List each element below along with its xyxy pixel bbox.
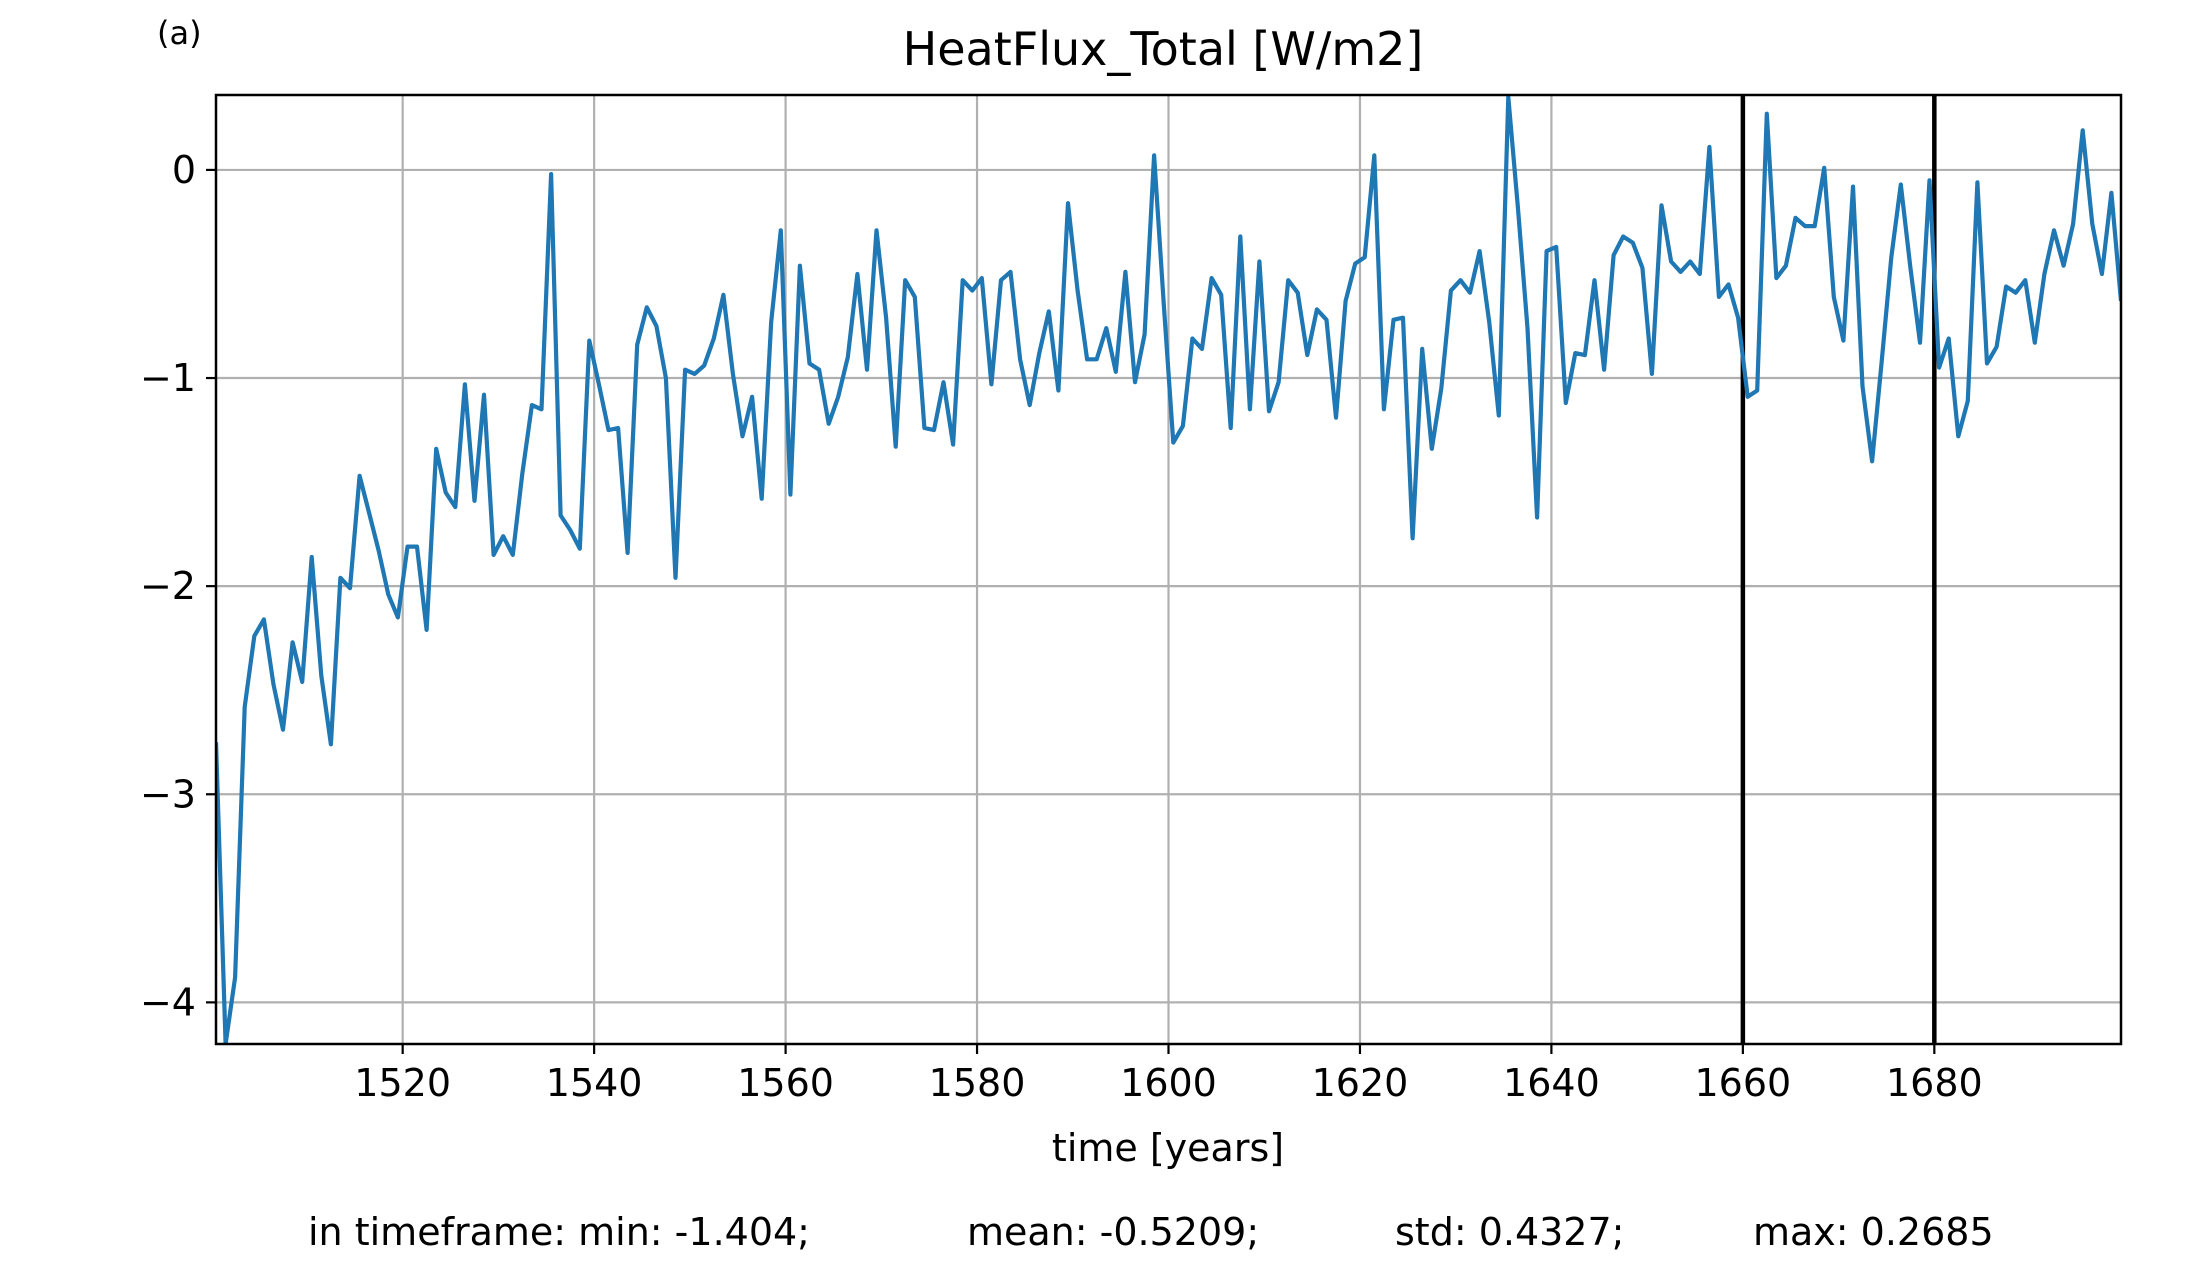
- stat-min: in timeframe: min: -1.404;: [308, 1210, 810, 1254]
- x-tick-label: 1520: [354, 1061, 451, 1105]
- stat-max: max: 0.2685: [1753, 1210, 1994, 1254]
- stats-line: in timeframe: min: -1.404; mean: -0.5209…: [0, 1210, 2196, 1254]
- x-tick-label: 1540: [546, 1061, 643, 1105]
- y-tick-label: −3: [140, 772, 196, 816]
- y-tick-label: 0: [172, 148, 196, 192]
- x-axis-label: time [years]: [1052, 1126, 1284, 1170]
- x-tick-label: 1660: [1695, 1061, 1792, 1105]
- stat-mean: mean: -0.5209;: [967, 1210, 1260, 1254]
- x-tick-label: 1620: [1312, 1061, 1409, 1105]
- chart-title: HeatFlux_Total [W/m2]: [903, 22, 1424, 76]
- x-tick-label: 1580: [929, 1061, 1026, 1105]
- stat-std: std: 0.4327;: [1395, 1210, 1625, 1254]
- panel-label: (a): [157, 14, 202, 52]
- y-tick-label: −2: [140, 564, 196, 608]
- x-tick-label: 1600: [1120, 1061, 1217, 1105]
- x-axis-ticks: 1520 1540 1560 1580 1600 1620 1640 1660 1680: [354, 1044, 1983, 1105]
- grid-lines: [216, 95, 2121, 1044]
- y-tick-label: −4: [140, 980, 196, 1024]
- series-line: [216, 95, 2121, 1044]
- x-tick-label: 1560: [737, 1061, 834, 1105]
- x-tick-label: 1640: [1503, 1061, 1600, 1105]
- y-tick-label: −1: [140, 356, 196, 400]
- y-axis-ticks: 0 −1 −2 −3 −4: [140, 148, 216, 1024]
- x-tick-label: 1680: [1886, 1061, 1983, 1105]
